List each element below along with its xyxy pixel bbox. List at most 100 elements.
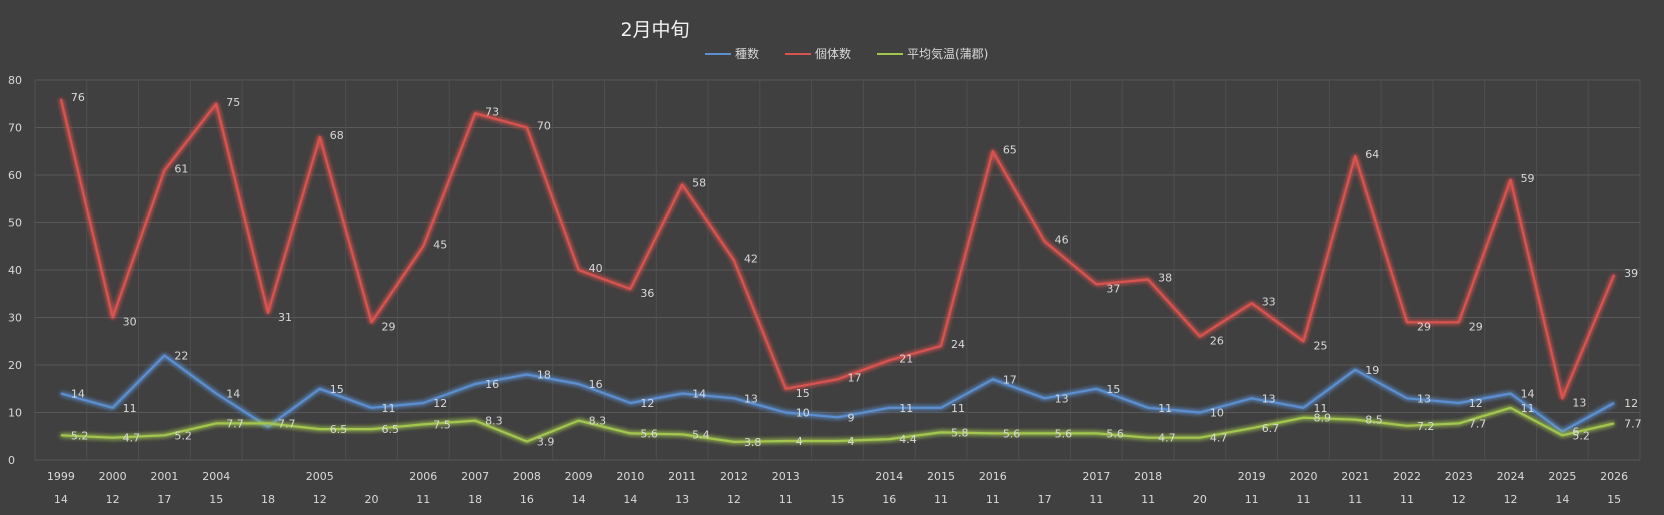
- data-label: 5.6: [640, 427, 658, 440]
- x-tick-label-temp: 11: [779, 493, 793, 506]
- x-tick-label-year: 2005: [306, 470, 334, 483]
- data-label: 13: [1055, 392, 1069, 405]
- x-tick-label-year: 2026: [1600, 470, 1628, 483]
- x-tick-label-temp: 20: [365, 493, 379, 506]
- data-label: 37: [1106, 282, 1120, 295]
- x-tick-label-temp: 11: [1089, 493, 1103, 506]
- chart-title: 2月中旬: [620, 19, 689, 41]
- series-line-0: [60, 354, 1615, 433]
- data-label: 6.5: [330, 423, 348, 436]
- x-tick-label-temp: 17: [1038, 493, 1052, 506]
- x-tick-label-temp: 11: [986, 493, 1000, 506]
- x-tick-label-year: 2000: [99, 470, 127, 483]
- x-tick-label-year: 2011: [668, 470, 696, 483]
- data-label: 14: [226, 388, 240, 401]
- data-label: 8.5: [1365, 414, 1383, 427]
- data-label: 14: [71, 388, 85, 401]
- x-tick-label-year: 2008: [513, 470, 541, 483]
- data-label: 7.7: [1624, 417, 1642, 430]
- x-tick-label-temp: 14: [54, 493, 68, 506]
- x-tick-label-year: 1999: [47, 470, 75, 483]
- data-label: 31: [278, 311, 292, 324]
- data-label: 36: [640, 287, 654, 300]
- data-label: 58: [692, 177, 706, 190]
- data-label: 3.8: [744, 436, 762, 449]
- x-tick-label-temp: 15: [831, 493, 845, 506]
- x-tick-label-year: 2018: [1134, 470, 1162, 483]
- data-label: 46: [1055, 234, 1069, 247]
- y-tick-label: 20: [8, 359, 22, 372]
- data-label: 73: [485, 105, 499, 118]
- data-label: 33: [1262, 295, 1276, 308]
- data-label: 13: [1262, 392, 1276, 405]
- x-tick-label-temp: 16: [882, 493, 896, 506]
- data-label: 4: [796, 435, 803, 448]
- y-tick-label: 40: [8, 264, 22, 277]
- y-tick-label: 80: [8, 74, 22, 87]
- data-label: 16: [485, 378, 499, 391]
- data-label: 17: [1003, 373, 1017, 386]
- data-label: 40: [589, 262, 603, 275]
- data-label: 8.9: [1313, 412, 1331, 425]
- x-tick-label-temp: 12: [106, 493, 120, 506]
- data-label: 11: [382, 402, 396, 415]
- data-label: 39: [1624, 267, 1638, 280]
- x-tick-label-temp: 11: [416, 493, 430, 506]
- x-tick-label-temp: 20: [1193, 493, 1207, 506]
- data-label: 38: [1158, 272, 1172, 285]
- y-axis: 0 10 20 30 40 50 60 70 80: [8, 74, 22, 467]
- data-label: 11: [123, 402, 137, 415]
- data-label: 5.4: [692, 428, 710, 441]
- legend-label: 種数: [735, 46, 759, 61]
- x-tick-label-year: 2006: [409, 470, 437, 483]
- data-label: 29: [1417, 320, 1431, 333]
- data-label: 42: [744, 253, 758, 266]
- x-tick-label-year: 2025: [1548, 470, 1576, 483]
- data-label: 5.8: [951, 426, 969, 439]
- data-label: 64: [1365, 148, 1379, 161]
- data-label: 75: [226, 96, 240, 109]
- data-label: 29: [1469, 320, 1483, 333]
- data-label: 4.7: [1210, 432, 1228, 445]
- data-label: 15: [330, 383, 344, 396]
- data-label: 45: [433, 238, 447, 251]
- data-label: 15: [1106, 383, 1120, 396]
- data-label: 16: [589, 378, 603, 391]
- data-label: 15: [796, 387, 810, 400]
- x-tick-label-year: 2004: [202, 470, 230, 483]
- data-label: 68: [330, 129, 344, 142]
- legend-label: 平均気温(蒲郡): [907, 46, 988, 61]
- x-tick-label-year: 2012: [720, 470, 748, 483]
- x-tick-label-temp: 12: [727, 493, 741, 506]
- x-tick-label-temp: 17: [157, 493, 171, 506]
- data-label: 22: [174, 350, 188, 363]
- data-label: 61: [174, 162, 188, 175]
- x-tick-label-temp: 11: [1141, 493, 1155, 506]
- data-label: 7.7: [278, 417, 296, 430]
- data-label: 7.5: [433, 418, 451, 431]
- legend-label: 個体数: [815, 46, 851, 61]
- x-tick-label-temp: 11: [1245, 493, 1259, 506]
- data-label: 5.2: [71, 429, 89, 442]
- x-tick-label-temp: 11: [1348, 493, 1362, 506]
- data-label: 3.9: [537, 435, 555, 448]
- x-tick-label-year: 2014: [875, 470, 903, 483]
- x-tick-label-year: 2015: [927, 470, 955, 483]
- data-label: 7.7: [1469, 417, 1487, 430]
- data-label: 76: [71, 91, 85, 104]
- x-tick-label-temp: 16: [520, 493, 534, 506]
- data-label: 4.7: [123, 432, 140, 445]
- x-tick-label-temp: 11: [934, 493, 948, 506]
- x-tick-label-temp: 12: [313, 493, 327, 506]
- data-label: 12: [1469, 397, 1483, 410]
- x-axis: 1999 14 2000 12 2001 17 2004 15 18 2005 12 20 2006 11…: [47, 470, 1628, 506]
- x-tick-label-temp: 14: [623, 493, 637, 506]
- data-label: 5.6: [1106, 427, 1124, 440]
- x-tick-label-year: 2021: [1341, 470, 1369, 483]
- data-label: 4.4: [899, 433, 917, 446]
- data-label: 11: [951, 402, 965, 415]
- data-label: 7.7: [226, 417, 244, 430]
- data-label: 21: [899, 352, 913, 365]
- x-tick-label-temp: 18: [468, 493, 482, 506]
